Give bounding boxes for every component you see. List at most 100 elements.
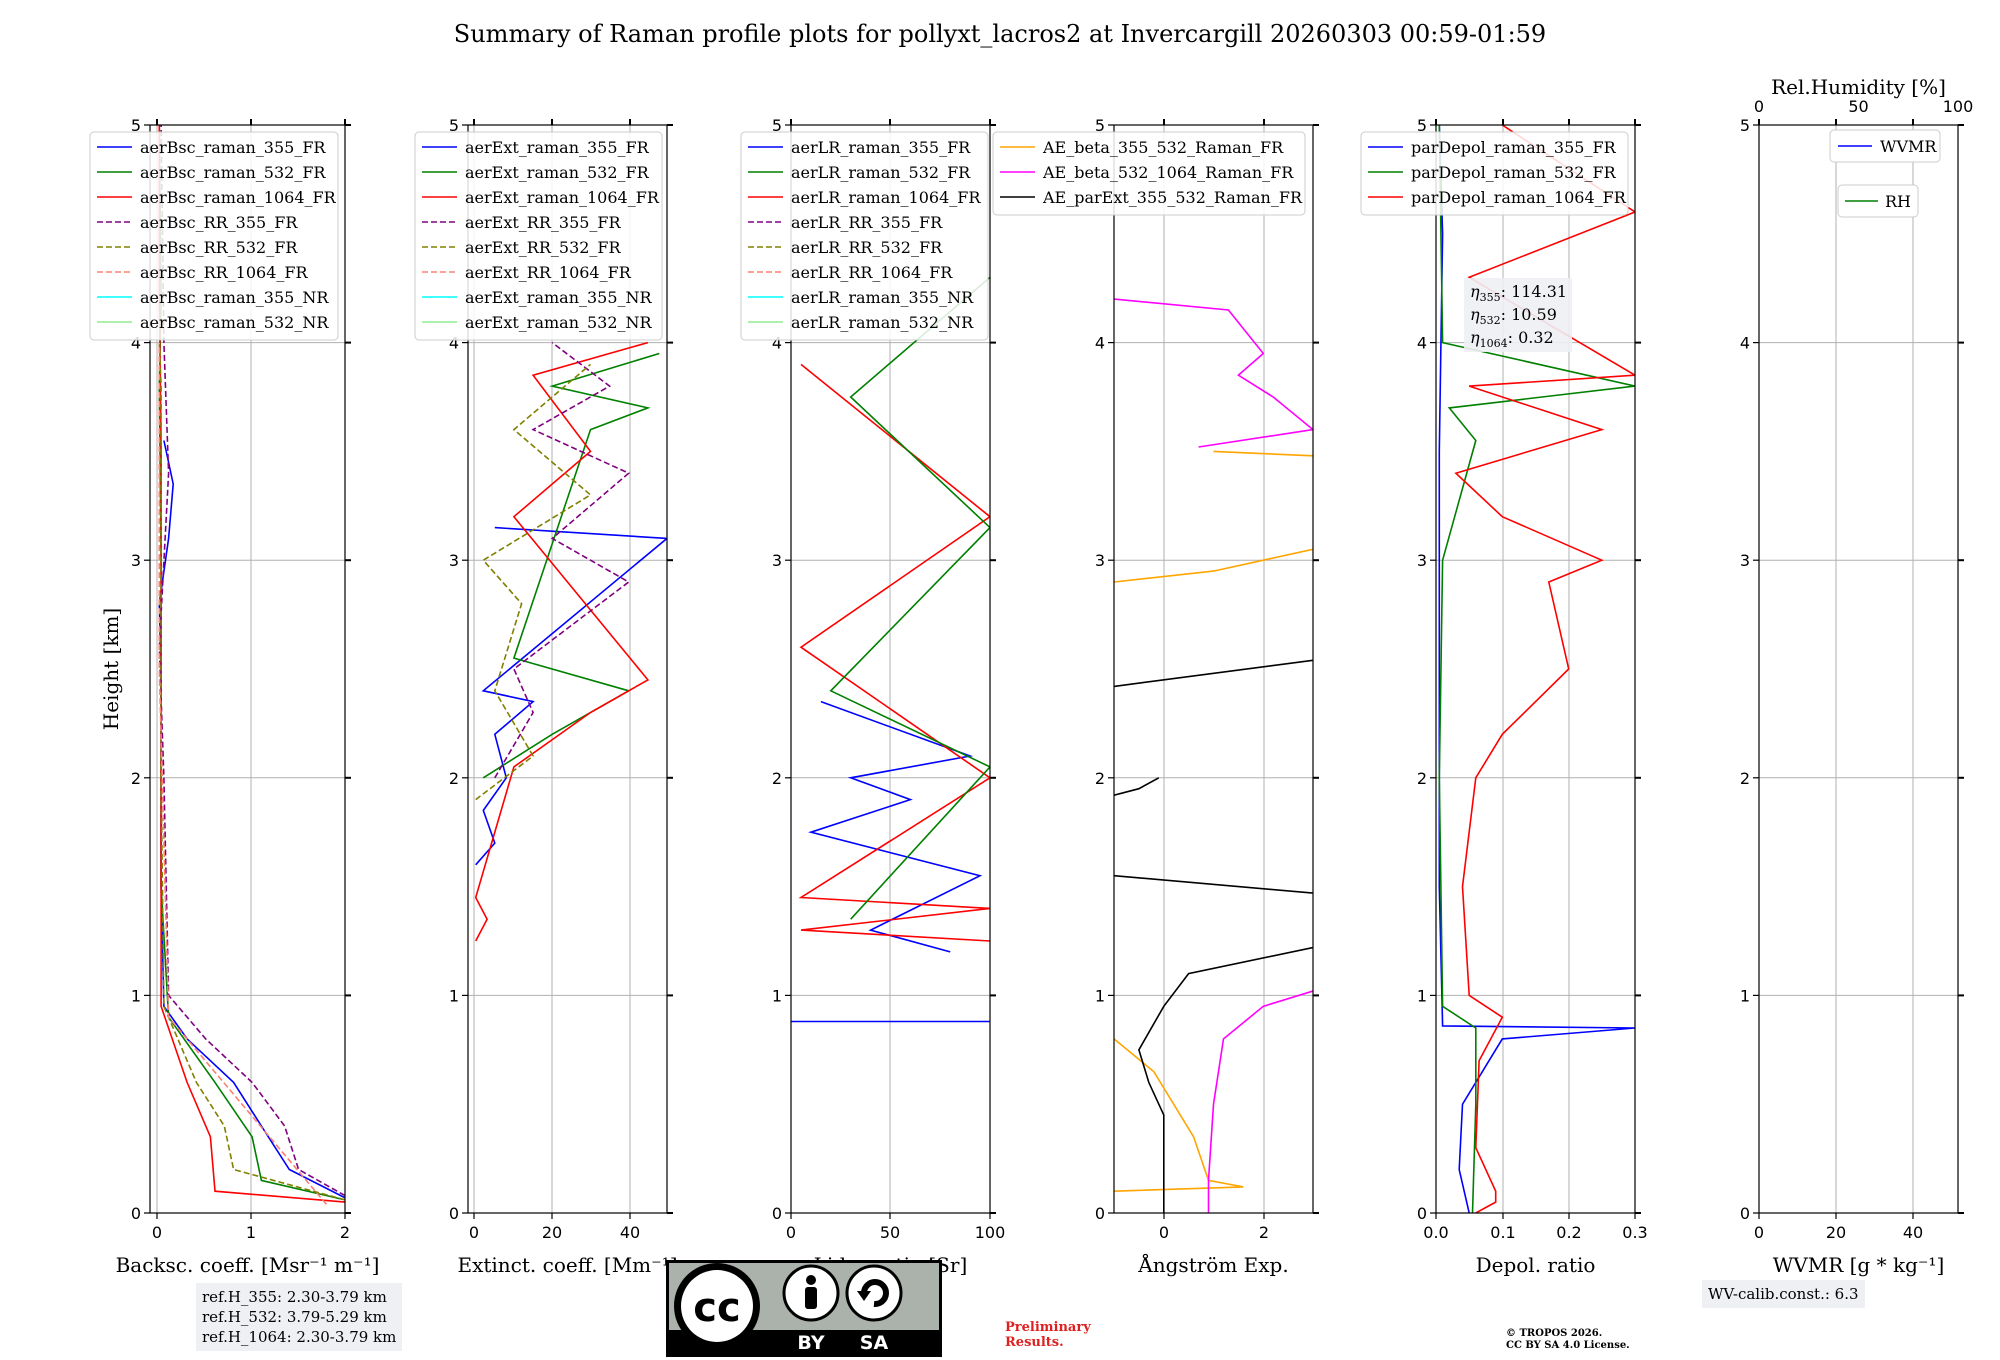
legend-label: aerBsc_raman_355_NR: [140, 288, 329, 307]
y-tick-label: 2: [131, 769, 141, 788]
y-tick-label: 3: [772, 551, 782, 570]
legend-label: AE_beta_355_532_Raman_FR: [1042, 138, 1284, 157]
cc-logo-text: cc: [693, 1285, 740, 1331]
series-line-aerbsc-rr-532-fr: [158, 342, 345, 1201]
ref-height-532: ref.H_532: 3.79-5.29 km: [202, 1308, 387, 1326]
legend-label: aerLR_raman_355_NR: [791, 288, 974, 307]
panel-2: 0 20 40 0 1 2 3 4 5 Extinct. coeff. [Mm⁻¹] aerExt_…: [414, 116, 678, 1277]
series-line-aerext-raman-1064-fr: [474, 341, 650, 942]
series-line-ae-beta-355-532-raman-fr: [1114, 1038, 1244, 1192]
top-tick-label: 0: [1754, 97, 1764, 116]
top-tick-label: 50: [1848, 97, 1868, 116]
x-tick-label: 0.3: [1622, 1223, 1647, 1242]
x-axis-label: Depol. ratio: [1476, 1253, 1596, 1277]
y-tick-label: 4: [131, 334, 141, 353]
series-line-aerlr-raman-355-fr-b: [808, 700, 983, 953]
x-axis-label: WVMR [g * kg⁻¹]: [1773, 1253, 1945, 1277]
legend: AE_beta_355_532_Raman_FR AE_beta_532_1064…: [992, 131, 1306, 216]
reference-heights-box: ref.H_355: 2.30-3.79 km ref.H_532: 3.79-…: [196, 1283, 403, 1351]
x-tick-label: 2: [340, 1223, 350, 1242]
share-alike-arrow: [857, 1291, 871, 1301]
x-tick-label: 20: [542, 1223, 562, 1242]
x-tick-label: 1: [246, 1223, 256, 1242]
y-tick-label: 4: [1095, 334, 1105, 353]
preliminary-line-1: Preliminary: [1005, 1320, 1091, 1335]
series-line-ae-beta-532-1064-raman-fr-b: [1114, 298, 1313, 448]
y-tick-label: 4: [449, 334, 459, 353]
copyright-note: © TROPOS 2026. CC BY SA 4.0 License.: [1506, 1328, 1630, 1352]
figure-title: Summary of Raman profile plots for polly…: [453, 20, 1547, 48]
legend-label: aerExt_RR_532_FR: [465, 238, 622, 257]
x-tick-label: 0: [1159, 1223, 1169, 1242]
legend-label: parDepol_raman_1064_FR: [1411, 188, 1627, 207]
x-tick-label: 50: [880, 1223, 900, 1242]
series-group: [1438, 125, 1635, 1213]
eta-line: η532: 10.59: [1470, 305, 1557, 327]
legend-label: aerBsc_RR_532_FR: [140, 238, 298, 257]
series-line-ae-parext-355-532-raman-fr-b: [1114, 874, 1313, 894]
cc-sa-label: SA: [860, 1332, 889, 1354]
series-line-ae-parext-355-532-raman-fr-d: [1114, 659, 1313, 688]
series-line-aerext-rr-355-fr: [494, 341, 631, 779]
y-tick-label: 2: [1740, 769, 1750, 788]
attribution-body: [805, 1287, 817, 1309]
eta-symbol: η: [1470, 305, 1480, 324]
eta-symbol: η: [1470, 328, 1480, 347]
legend-label: parDepol_raman_532_FR: [1411, 163, 1617, 182]
x-tick-label: 0: [469, 1223, 479, 1242]
y-tick-label: 3: [1095, 551, 1105, 570]
x-tick-label: 0.2: [1556, 1223, 1581, 1242]
y-tick-label: 4: [772, 334, 782, 353]
x-tick-label: 100: [975, 1223, 1006, 1242]
legend-label: aerExt_raman_532_FR: [465, 163, 650, 182]
ref-height-1064: ref.H_1064: 2.30-3.79 km: [202, 1328, 397, 1346]
legend-label: AE_parExt_355_532_Raman_FR: [1042, 188, 1303, 207]
panel-5: 0.0 0.1 0.2 0.3 0 1 2 3 4 5 Depol. ratio parDepol_r…: [1360, 116, 1648, 1277]
legend-label: aerLR_raman_532_NR: [791, 313, 974, 332]
legend: aerBsc_raman_355_FR aerBsc_raman_532_FRae…: [89, 131, 339, 341]
panel-4: 0 2 0 1 2 3 4 5 Ångström Exp. AE_beta_355_532_Ram…: [992, 116, 1319, 1277]
share-alike-icon: [845, 1264, 903, 1322]
y-tick-label: 4: [1740, 334, 1750, 353]
legend: parDepol_raman_355_FR parDepol_raman_532_…: [1360, 131, 1629, 216]
legend-label: aerBsc_raman_355_FR: [140, 138, 326, 157]
series-line-aerlr-raman-532-fr: [829, 276, 990, 920]
series-line-ae-beta-355-532-raman-fr-c: [1213, 450, 1313, 457]
y-tick-label: 0: [1095, 1204, 1105, 1223]
plot-frame: [1113, 124, 1314, 1214]
eta-subscript: 532: [1480, 314, 1501, 327]
copyright-line-2: CC BY SA 4.0 License.: [1506, 1340, 1630, 1351]
series-line-aerext-raman-532-fr: [482, 352, 660, 779]
plot-frame: [1758, 124, 1959, 1214]
y-tick-label: 5: [131, 116, 141, 135]
wv-calibration-text: WV-calib.const.: 6.3: [1708, 1285, 1859, 1303]
copyright-line-1: © TROPOS 2026.: [1506, 1328, 1603, 1339]
legend-label: aerBsc_raman_532_FR: [140, 163, 326, 182]
share-alike-arc: [861, 1279, 889, 1308]
wv-calibration-box: WV-calib.const.: 6.3: [1702, 1280, 1865, 1308]
series-line-pardepol-raman-355-fr: [1438, 125, 1635, 1213]
x-tick-label: 0: [1754, 1223, 1764, 1242]
y-tick-label: 1: [449, 986, 459, 1005]
legend-label: aerLR_RR_1064_FR: [791, 263, 953, 282]
x-axis-label: Extinct. coeff. [Mm⁻¹]: [457, 1253, 677, 1277]
legend-label: aerExt_raman_1064_FR: [465, 188, 660, 207]
legend-label: aerExt_raman_532_NR: [465, 313, 653, 332]
series-line-ae-parext-355-532-raman-fr: [1138, 946, 1313, 1213]
y-tick-label: 3: [1417, 551, 1427, 570]
panel-3: 050100012345Lidar ratio [Sr]aerLR_raman_…: [740, 116, 1006, 1277]
attribution-head: [806, 1275, 816, 1285]
eta-box: [1464, 278, 1572, 352]
legend-label: aerExt_RR_355_FR: [465, 213, 622, 232]
x-axis-label: Backsc. coeff. [Msr⁻¹ m⁻¹]: [116, 1253, 380, 1277]
legend-label: aerBsc_raman_1064_FR: [140, 188, 337, 207]
eta-subscript: 1064: [1480, 337, 1508, 350]
series-group: [474, 341, 667, 942]
legend-label: AE_beta_532_1064_Raman_FR: [1042, 163, 1294, 182]
top-axis-label: Rel.Humidity [%]: [1771, 75, 1946, 99]
y-tick-label: 5: [1740, 116, 1750, 135]
y-tick-label: 5: [1417, 116, 1427, 135]
y-tick-label: 3: [131, 551, 141, 570]
